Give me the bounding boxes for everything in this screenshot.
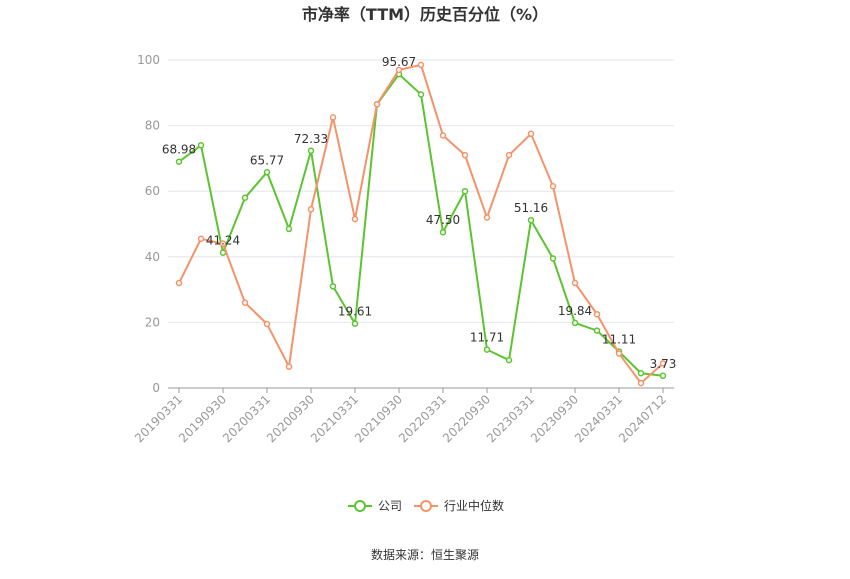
point [197,142,205,149]
point [571,279,579,287]
y-tick-label: 0 [152,381,160,395]
y-tick-label: 40 [145,250,160,264]
y-tick-label: 100 [137,53,160,67]
value-label: 47.50 [426,213,460,227]
point [373,101,381,108]
value-label: 19.84 [558,304,592,318]
value-label: 95.67 [382,55,416,69]
point [329,283,337,290]
y-tick-label: 80 [145,119,160,133]
value-label: 11.71 [470,331,504,345]
point [461,151,469,159]
value-label: 51.16 [514,201,548,215]
point [175,279,183,287]
legend-marker [420,500,432,512]
point [483,346,491,353]
point [637,379,645,387]
point [505,151,513,159]
value-label: 65.77 [250,153,284,167]
x-tick-label: 20240712 [616,392,669,445]
legend-label: 行业中位数 [444,498,504,513]
point [659,372,667,380]
point [593,327,601,334]
point [285,225,293,233]
point [241,194,249,202]
value-label: 3.73 [650,357,677,371]
point [395,66,403,74]
point [615,350,623,357]
legend-marker [354,500,366,512]
point [637,369,645,377]
point [505,356,513,364]
point [263,320,271,328]
point [285,363,293,370]
point [197,235,205,243]
y-tick-label: 60 [145,184,160,198]
value-label: 68.98 [162,143,196,157]
legend-item: 公司 [348,499,402,513]
point [549,183,557,190]
point [219,240,227,247]
source: 数据来源：恒生聚源 [371,547,479,562]
point [351,320,359,327]
series-line [178,72,664,377]
value-label: 41.24 [206,234,240,248]
point [461,187,469,195]
point [483,214,491,221]
series-line [178,63,664,385]
legend-label: 公司 [378,499,402,513]
point [439,228,447,236]
point [263,169,271,176]
point [417,91,425,98]
point [549,255,557,262]
point [659,360,667,367]
chart-title: 市净率（TTM）历史百分位（%） [302,5,548,24]
point [571,319,579,327]
y-tick-label: 20 [145,315,160,329]
point [307,147,315,155]
legend-item: 行业中位数 [414,498,504,513]
point [439,132,447,139]
point [307,205,315,213]
point [593,310,601,318]
value-label: 72.33 [294,132,328,146]
point [527,130,535,138]
value-label: 11.11 [602,333,636,347]
point [175,158,183,165]
point [351,215,359,223]
point [527,216,535,224]
value-label: 19.61 [338,305,372,319]
point [329,114,337,121]
point [241,299,249,306]
point [417,61,425,69]
